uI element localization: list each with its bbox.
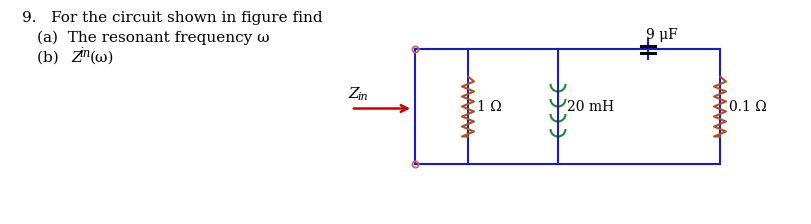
- Text: 1 Ω: 1 Ω: [477, 99, 502, 114]
- Text: (a)  The resonant frequency ω: (a) The resonant frequency ω: [37, 31, 269, 45]
- Text: 0.1 Ω: 0.1 Ω: [729, 99, 766, 114]
- Text: 9 μF: 9 μF: [646, 28, 678, 41]
- Text: (b): (b): [37, 51, 68, 65]
- Text: Z: Z: [348, 87, 358, 101]
- Text: in: in: [357, 92, 367, 102]
- Text: Z: Z: [71, 51, 82, 65]
- Text: in: in: [79, 47, 90, 60]
- Text: (ω): (ω): [90, 51, 114, 65]
- Text: 9.   For the circuit shown in figure find: 9. For the circuit shown in figure find: [22, 11, 323, 25]
- Text: 20 mH: 20 mH: [567, 99, 614, 114]
